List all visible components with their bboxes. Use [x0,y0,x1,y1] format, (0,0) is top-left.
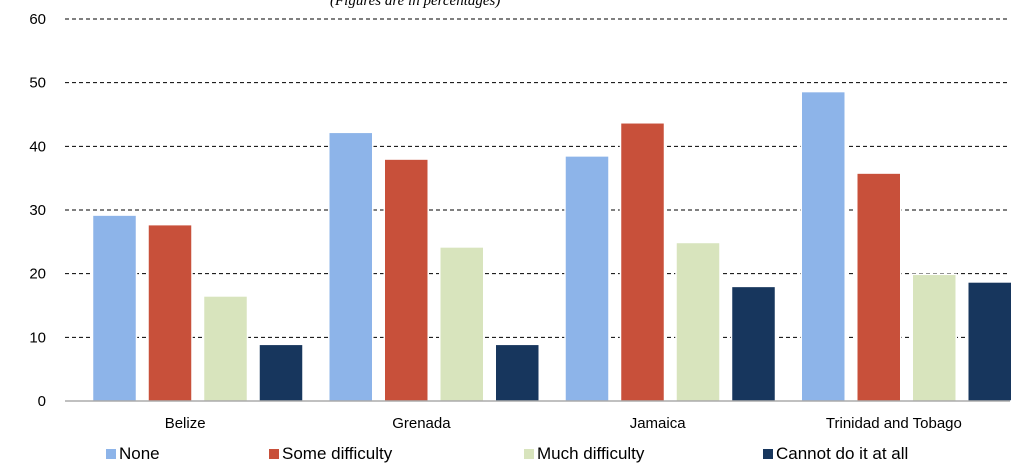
y-tick-label: 10 [29,329,46,346]
legend-item: Much difficulty [524,444,644,464]
bar [383,158,429,402]
bar [967,281,1013,402]
y-tick-label: 0 [38,393,46,410]
bar [328,131,374,402]
legend-item: Some difficulty [269,444,392,464]
legend-label: Some difficulty [282,444,393,463]
bar [619,122,666,402]
y-tick-label: 30 [29,202,46,219]
bar [800,90,846,402]
bar [439,246,485,402]
bar-chart: 0 10 20 30 40 50 60 Belize Grenada Jamaica Trinid… [29,11,1013,432]
legend-label: None [119,444,160,463]
gridlines [65,18,1010,338]
y-tick-label: 20 [29,266,46,283]
y-tick-label: 40 [29,138,46,155]
y-axis-ticks: 0 10 20 30 40 50 60 [29,11,46,410]
bar [911,273,957,402]
y-tick-label: 50 [29,75,46,92]
legend-label: Cannot do it at all [776,444,909,463]
legend-label: Much difficulty [537,444,645,463]
bar [91,214,138,402]
category-label: Belize [165,415,206,432]
legend-swatch [269,449,279,459]
bar [730,285,777,402]
bar [494,343,540,402]
y-tick-label: 60 [29,11,46,28]
bar [147,223,193,402]
legend-item: Cannot do it at all [763,444,908,464]
bar [564,155,610,402]
bar [202,295,249,402]
category-labels: Belize Grenada Jamaica Trinidad and Tobago [165,415,962,432]
bar [675,241,721,402]
legend: None Some difficulty Much difficulty Cannot… [0,444,1015,468]
legend-item: None [106,444,160,464]
chart-title: (Figures are in percentages) [330,0,501,9]
bar [856,172,902,402]
category-label: Grenada [392,415,451,432]
category-label: Trinidad and Tobago [826,415,962,432]
legend-swatch [524,449,534,459]
bar [258,343,304,402]
legend-swatch [106,449,116,459]
legend-swatch [763,449,773,459]
category-label: Jamaica [630,415,687,432]
bars [91,90,1013,402]
